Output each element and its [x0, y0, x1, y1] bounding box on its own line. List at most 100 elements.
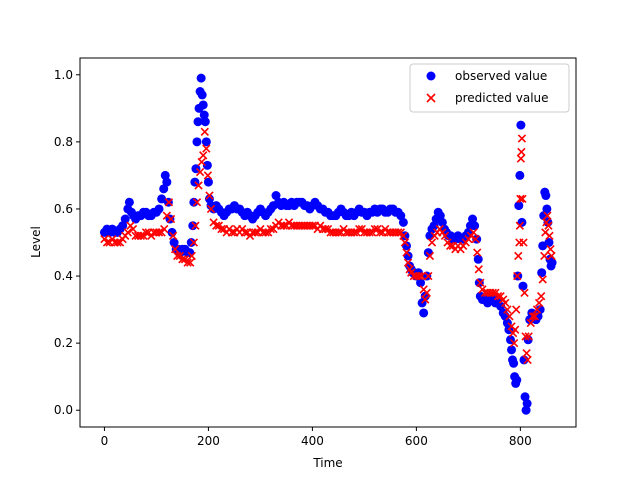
- predicted-point: [520, 288, 529, 297]
- legend-box: [409, 63, 570, 113]
- predicted-point: [402, 248, 411, 257]
- y-axis-label: Level: [29, 226, 43, 258]
- predicted-point: [113, 238, 122, 247]
- predicted-point: [546, 245, 555, 254]
- y-tick-label: 0.0: [54, 403, 73, 417]
- predicted-point: [516, 154, 526, 163]
- legend-label-predicted: predicted value: [455, 91, 549, 105]
- observed-point: [515, 170, 525, 180]
- predicted-point: [128, 224, 138, 234]
- predicted-point: [517, 147, 526, 157]
- observed-point: [512, 375, 522, 385]
- observed-point: [200, 117, 210, 127]
- series-layer: [99, 73, 557, 415]
- predicted-point: [474, 265, 483, 274]
- predicted-point: [136, 231, 145, 240]
- observed-point: [509, 358, 519, 368]
- observed-point: [514, 201, 524, 211]
- observed-point: [186, 238, 196, 247]
- observed-point: [544, 238, 554, 247]
- plot-background: [80, 58, 576, 427]
- x-tick-label: 0: [101, 434, 109, 448]
- predicted-point: [536, 292, 546, 301]
- predicted-series: [100, 127, 556, 365]
- observed-point: [547, 258, 557, 268]
- predicted-point: [102, 238, 112, 247]
- predicted-point: [493, 292, 503, 301]
- predicted-point: [530, 312, 540, 321]
- predicted-point: [422, 288, 431, 297]
- plot-area: [79, 57, 577, 428]
- predicted-point: [203, 171, 213, 180]
- observed-point: [518, 281, 528, 291]
- predicted-point: [334, 228, 343, 237]
- observed-point: [193, 117, 203, 127]
- predicted-point: [517, 134, 527, 143]
- predicted-point: [168, 231, 178, 240]
- observed-point: [196, 73, 206, 83]
- predicted-point: [189, 238, 199, 247]
- predicted-point: [421, 295, 430, 304]
- predicted-point: [547, 251, 556, 261]
- predicted-point: [509, 338, 519, 348]
- predicted-point: [355, 224, 364, 234]
- predicted-point: [370, 224, 379, 234]
- x-tick-label: 200: [197, 434, 220, 448]
- y-tick-label: 0.4: [54, 269, 73, 283]
- x-tick-label: 600: [405, 434, 428, 448]
- predicted-point: [187, 251, 196, 261]
- observed-point: [473, 254, 483, 264]
- predicted-point: [424, 271, 433, 281]
- predicted-point: [183, 258, 192, 267]
- predicted-point: [205, 191, 214, 200]
- predicted-point: [523, 355, 532, 365]
- observed-point: [521, 405, 531, 415]
- observed-point: [120, 214, 130, 224]
- predicted-point: [513, 271, 522, 281]
- predicted-point: [544, 221, 553, 230]
- observed-point: [398, 217, 408, 227]
- observed-point: [203, 177, 213, 187]
- predicted-point: [200, 127, 209, 136]
- predicted-point: [240, 228, 249, 237]
- observed-point: [542, 204, 552, 214]
- predicted-point: [197, 157, 206, 167]
- predicted-point: [518, 194, 527, 204]
- observed-point: [522, 399, 532, 409]
- predicted-point: [217, 224, 226, 234]
- x-tick-label: 400: [301, 434, 324, 448]
- observed-point: [201, 137, 211, 147]
- predicted-point: [154, 228, 164, 237]
- predicted-point: [427, 238, 437, 247]
- observed-point: [159, 184, 169, 194]
- predicted-point: [514, 251, 523, 261]
- legend-marker-observed: [426, 71, 436, 81]
- predicted-point: [164, 198, 174, 207]
- predicted-point: [194, 181, 203, 190]
- predicted-point: [540, 251, 549, 261]
- y-tick-label: 0.8: [54, 135, 73, 149]
- predicted-point: [425, 251, 435, 261]
- predicted-point: [511, 325, 520, 334]
- predicted-point: [394, 228, 403, 237]
- predicted-point: [469, 228, 478, 237]
- observed-point: [204, 194, 214, 204]
- predicted-point: [414, 271, 424, 281]
- predicted-point: [173, 251, 182, 261]
- predicted-point: [251, 228, 260, 237]
- predicted-point: [206, 204, 216, 214]
- predicted-point: [199, 151, 208, 160]
- y-tick-label: 0.6: [54, 202, 73, 216]
- observed-point: [157, 194, 167, 204]
- observed-point: [507, 345, 517, 355]
- legend-label-observed: observed value: [455, 69, 547, 83]
- predicted-point: [186, 258, 195, 267]
- observed-point: [416, 278, 426, 288]
- predicted-point: [503, 305, 512, 314]
- predicted-point: [266, 224, 275, 234]
- predicted-point: [473, 248, 482, 257]
- predicted-point: [160, 224, 169, 234]
- predicted-point: [227, 228, 236, 237]
